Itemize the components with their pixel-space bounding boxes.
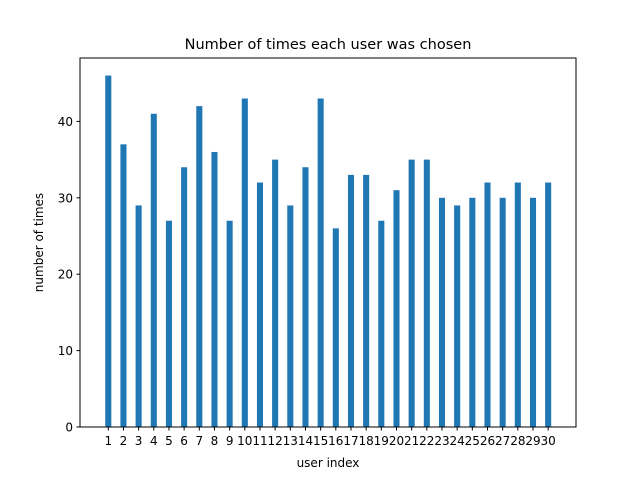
x-tick-label: 17 (343, 434, 358, 448)
bar-user-8 (211, 151, 218, 428)
bar-user-14 (302, 167, 309, 427)
bar-user-10 (241, 98, 248, 427)
x-tick-label: 21 (404, 434, 419, 448)
y-tick-label: 0 (65, 421, 73, 435)
bar-user-16 (332, 228, 339, 427)
x-tick-label: 15 (313, 434, 328, 448)
x-tick-label: 29 (525, 434, 540, 448)
bar-user-2 (120, 144, 127, 427)
bar-user-13 (287, 205, 294, 427)
bar-user-12 (272, 159, 279, 427)
bars-layer (105, 75, 552, 428)
chart-title: Number of times each user was chosen (185, 37, 472, 53)
x-tick-label: 4 (150, 434, 158, 448)
bar-user-22 (423, 159, 430, 427)
bar-user-11 (256, 182, 264, 427)
x-tick-label: 14 (298, 434, 313, 448)
bar-user-1 (105, 75, 112, 428)
x-tick-label: 2 (120, 434, 128, 448)
bar-user-21 (408, 159, 415, 427)
bar-user-4 (150, 113, 157, 427)
x-tick-label: 24 (450, 434, 465, 448)
y-tick-label: 30 (58, 191, 73, 205)
x-tick-label: 25 (465, 434, 480, 448)
x-tick-label: 30 (541, 434, 556, 448)
bar-user-7 (196, 106, 203, 427)
y-axis-label: number of times (32, 193, 46, 292)
bar-user-30 (545, 182, 552, 427)
x-axis-label: user index (297, 456, 360, 470)
bar-user-15 (317, 98, 324, 427)
plot-frame (79, 57, 577, 428)
x-tick-label: 19 (374, 434, 389, 448)
ticks-layer: 1 2 3 4 5 6 7 8 9 10 11 12 13 14 15 16 17 18 19 20 21 22 23 24 2… (58, 115, 556, 448)
x-tick-label: 9 (226, 434, 234, 448)
x-tick-label: 3 (135, 434, 143, 448)
y-tick-label: 40 (58, 115, 73, 129)
x-tick-label: 23 (434, 434, 449, 448)
bar-user-26 (484, 182, 491, 427)
bar-user-3 (135, 205, 142, 427)
x-tick-label: 12 (267, 434, 282, 448)
x-tick-label: 18 (359, 434, 374, 448)
bar-user-17 (347, 174, 355, 427)
x-tick-label: 27 (495, 434, 510, 448)
bar-user-5 (165, 220, 172, 427)
bar-user-25 (469, 197, 476, 427)
x-tick-label: 13 (283, 434, 298, 448)
x-tick-label: 1 (104, 434, 112, 448)
x-tick-label: 6 (180, 434, 188, 448)
bar-user-9 (226, 220, 233, 427)
y-tick-label: 20 (58, 268, 73, 282)
x-tick-label: 11 (252, 434, 267, 448)
bar-user-29 (529, 197, 537, 427)
y-tick-label: 10 (58, 344, 73, 358)
x-tick-label: 16 (328, 434, 343, 448)
bar-user-24 (454, 205, 461, 427)
bar-user-6 (181, 167, 188, 427)
bar-user-18 (363, 174, 370, 427)
x-tick-label: 22 (419, 434, 434, 448)
bar-user-27 (499, 197, 506, 427)
x-tick-label: 26 (480, 434, 495, 448)
x-tick-label: 20 (389, 434, 404, 448)
x-tick-label: 7 (195, 434, 203, 448)
x-tick-label: 8 (211, 434, 219, 448)
bar-user-23 (438, 197, 446, 427)
bar-user-20 (393, 190, 400, 427)
x-tick-label: 5 (165, 434, 173, 448)
bar-user-19 (378, 220, 385, 427)
bar-user-28 (514, 182, 521, 427)
x-tick-label: 28 (510, 434, 525, 448)
x-tick-label: 10 (237, 434, 252, 448)
